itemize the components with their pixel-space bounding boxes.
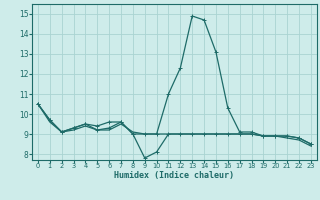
X-axis label: Humidex (Indice chaleur): Humidex (Indice chaleur)	[115, 171, 234, 180]
